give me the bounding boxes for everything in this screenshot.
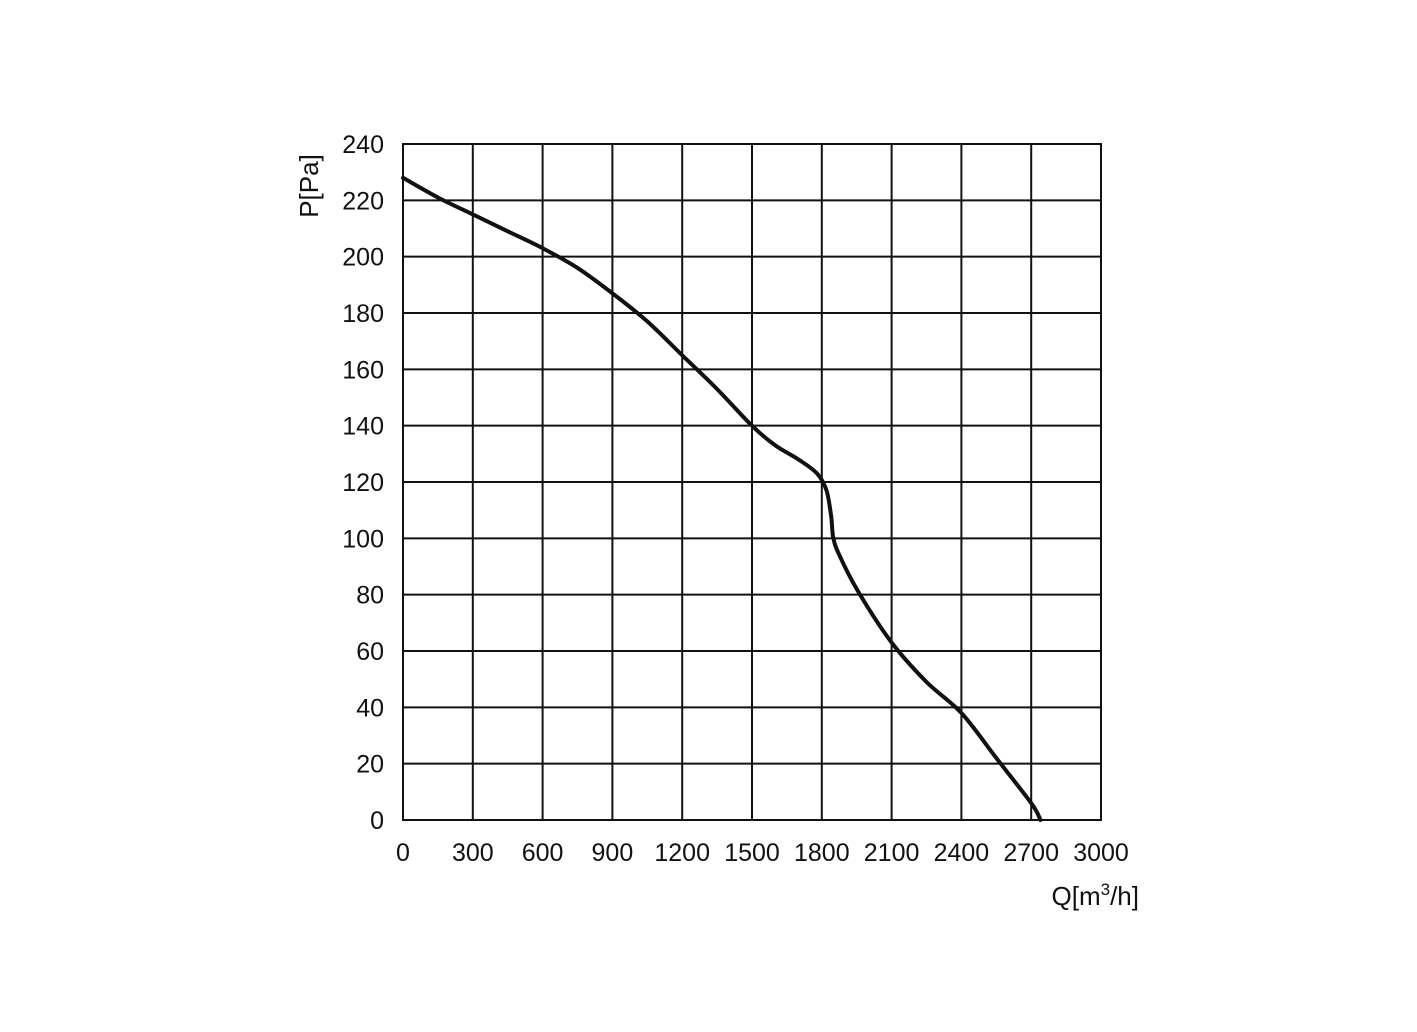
x-tick-labels: 0 300 600 900 1200 1500 1800 2100 2400 2700 3000 — [396, 839, 1129, 867]
x-axis-title-tail: /h] — [1110, 881, 1139, 911]
y-tick-label: 60 — [356, 638, 384, 666]
x-tick-label: 900 — [592, 839, 634, 867]
y-tick-label: 0 — [370, 807, 384, 835]
y-tick-label: 180 — [342, 300, 384, 328]
y-tick-label: 200 — [342, 244, 384, 272]
x-axis-title-superscript: 3 — [1101, 880, 1110, 899]
y-tick-label: 160 — [342, 356, 384, 384]
x-tick-label: 0 — [396, 839, 410, 867]
y-tick-labels: 0 20 40 60 80 100 120 140 160 180 200 220 240 — [342, 131, 384, 835]
x-tick-label: 3000 — [1073, 839, 1129, 867]
y-tick-label: 20 — [356, 751, 384, 779]
x-tick-label: 300 — [452, 839, 494, 867]
y-tick-label: 220 — [342, 187, 384, 215]
pressure-curve-line — [401, 175, 1043, 822]
y-tick-label: 140 — [342, 413, 384, 441]
y-tick-label: 240 — [342, 131, 384, 159]
y-axis-title: P[Pa] — [294, 154, 324, 218]
y-tick-label: 100 — [342, 525, 384, 553]
plot-frame — [402, 143, 1102, 821]
x-tick-label: 1800 — [794, 839, 850, 867]
x-axis-title-main: Q[m — [1052, 881, 1101, 911]
x-tick-label: 1500 — [724, 839, 780, 867]
grid — [402, 143, 1102, 821]
x-tick-label: 2700 — [1003, 839, 1059, 867]
x-tick-label: 1200 — [654, 839, 710, 867]
y-tick-label: 80 — [356, 582, 384, 610]
x-tick-label: 2100 — [864, 839, 920, 867]
x-tick-label: 2400 — [934, 839, 990, 867]
x-axis-title: Q[m3/h] — [1052, 880, 1140, 911]
x-tick-label: 600 — [522, 839, 564, 867]
y-tick-label: 120 — [342, 469, 384, 497]
y-tick-label: 40 — [356, 694, 384, 722]
